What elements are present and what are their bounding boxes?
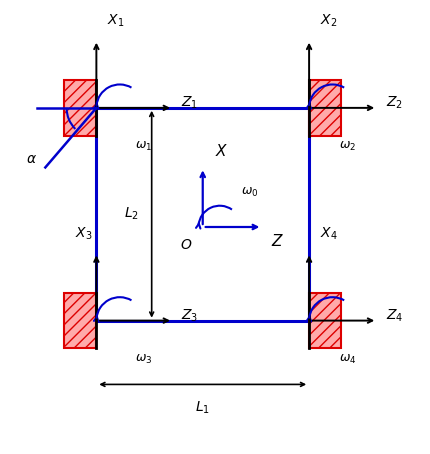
Text: $X_3$: $X_3$ [74,226,92,242]
Bar [308,293,340,348]
Text: $\omega_3$: $\omega_3$ [134,352,152,365]
Text: $Z$: $Z$ [270,233,283,249]
Text: $X_1$: $X_1$ [107,13,124,29]
Bar [64,80,96,136]
Text: $Z_1$: $Z_1$ [181,94,198,111]
Text: $O$: $O$ [179,237,192,252]
Text: $X$: $X$ [215,143,228,159]
Text: $\omega_4$: $\omega_4$ [338,352,356,365]
Text: $X_4$: $X_4$ [319,226,337,242]
Text: $X_2$: $X_2$ [319,13,336,29]
Bar [308,80,340,136]
Text: $Z_4$: $Z_4$ [385,307,402,324]
Text: $Z_3$: $Z_3$ [181,307,198,324]
Text: $\omega_0$: $\omega_0$ [240,186,258,199]
Text: $\alpha$: $\alpha$ [26,152,37,166]
Text: $L_2$: $L_2$ [124,206,138,222]
Text: $Z_2$: $Z_2$ [385,94,402,111]
Bar [64,293,96,348]
Text: $L_1$: $L_1$ [195,400,210,416]
Text: $\omega_2$: $\omega_2$ [338,140,355,153]
Text: $\omega_1$: $\omega_1$ [134,140,151,153]
